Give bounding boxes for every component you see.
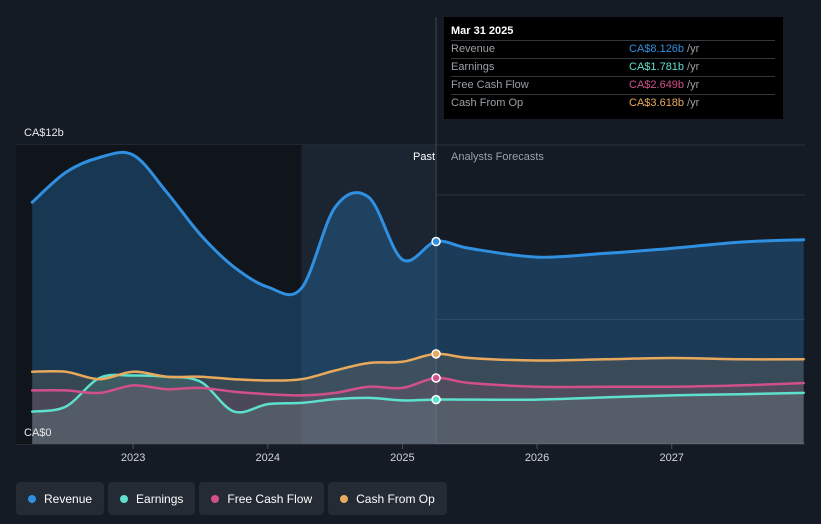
tooltip-rows: Revenue CA$8.126b/yr Earnings CA$1.781b/yr F… [451,40,775,112]
series-areas [32,152,804,444]
free-cash-flow-marker [431,373,441,383]
chart-tooltip: Mar 31 2025 Revenue CA$8.126b/yr Earnings C… [444,17,783,119]
y-axis-bottom-label: CA$0 [24,427,52,439]
tooltip-series-unit: /yr [687,61,700,73]
legend-item-earnings[interactable]: Earnings [108,482,196,515]
revenue-line [30,150,806,297]
earnings-marker [431,394,441,405]
tooltip-series-unit: /yr [687,97,700,109]
legend-dot-icon [211,494,220,503]
tooltip-date: Mar 31 2025 [451,25,514,37]
x-tick-label: 2023 [121,452,145,464]
tooltip-row-cash-from-op: Cash From Op CA$3.618b/yr [451,94,775,112]
legend-label: Free Cash Flow [227,491,313,506]
x-tick-label: 2024 [256,452,280,464]
tooltip-series-value: CA$1.781b [629,61,685,73]
free-cash-flow-area [32,377,804,444]
x-tick-label: 2027 [659,452,683,464]
legend-dot-icon [28,494,36,503]
tooltip-series-unit: /yr [687,43,700,55]
earnings-line [30,373,805,414]
tooltip-series-name: Earnings [451,61,495,73]
revenue-area [32,152,804,444]
legend-dot-icon [340,494,349,503]
free-cash-flow-line [30,376,805,397]
legend-label: Revenue [44,491,93,506]
hover-markers [431,236,441,405]
tooltip-series-name: Free Cash Flow [451,79,529,91]
revenue-marker [431,236,441,247]
tooltip-row-earnings: Earnings CA$1.781b/yr [451,58,775,76]
tooltip-series-name: Revenue [451,43,496,55]
tooltip-series-unit: /yr [687,79,700,91]
tooltip-row-revenue: Revenue CA$8.126b/yr [451,40,775,58]
tooltip-series-name: Cash From Op [451,97,524,109]
cash-from-op-marker [431,349,441,359]
tooltip-series-value: CA$8.126b [629,43,685,55]
legend-label: Cash From Op [356,491,435,506]
legend-item-cash-from-op[interactable]: Cash From Op [328,482,447,515]
past-region [16,17,437,444]
legend-item-free-cash-flow[interactable]: Free Cash Flow [199,482,325,515]
x-tick-label: 2026 [525,452,549,464]
cash-from-op-area [32,353,804,444]
forecast-label: Analysts Forecasts [451,151,544,163]
x-tick-label: 2025 [390,452,414,464]
earnings-area [32,374,804,444]
legend-dot-icon [120,494,129,503]
legend-item-revenue[interactable]: Revenue [16,482,105,515]
legend-label: Earnings [136,491,184,506]
y-axis-top-label: CA$12b [24,127,64,139]
series-lines [30,150,806,414]
past-label: Past [413,151,435,163]
tooltip-series-value: CA$3.618b [629,97,685,109]
tooltip-series-value: CA$2.649b [629,79,685,91]
x-axis-ticks: 2023 2024 2025 2026 2027 [121,444,684,464]
tooltip-row-free-cash-flow: Free Cash Flow CA$2.649b/yr [451,76,775,94]
chart-legend: Revenue Earnings Free Cash Flow Cash From O… [16,482,447,515]
cash-from-op-line [30,352,805,382]
